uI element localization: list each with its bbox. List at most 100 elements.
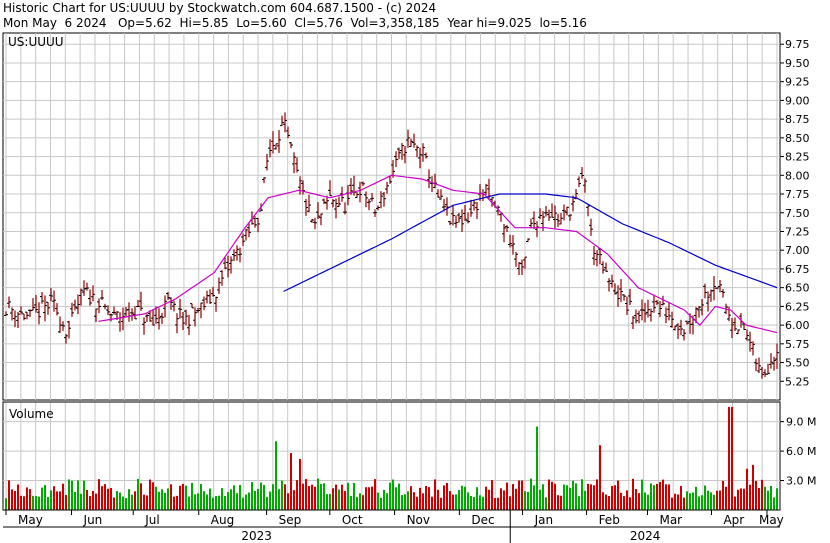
volume-bar bbox=[761, 479, 763, 510]
year-label: 2024 bbox=[630, 529, 661, 543]
volume-bar bbox=[701, 495, 703, 510]
volume-bar bbox=[281, 480, 283, 510]
volume-bar bbox=[743, 488, 745, 510]
volume-bar bbox=[65, 494, 67, 510]
volume-bar bbox=[149, 479, 151, 510]
volume-bar bbox=[587, 483, 589, 510]
volume-bar bbox=[545, 497, 547, 510]
volume-bar bbox=[293, 490, 295, 510]
volume-bar bbox=[260, 482, 262, 510]
volume-bar bbox=[425, 485, 427, 510]
volume-bar bbox=[20, 495, 22, 510]
volume-bar bbox=[365, 487, 367, 510]
volume-bar bbox=[95, 493, 97, 510]
volume-bar bbox=[491, 480, 493, 510]
volume-bar bbox=[533, 485, 535, 510]
volume-bar bbox=[239, 484, 241, 510]
volume-bar bbox=[38, 496, 40, 510]
volume-bar bbox=[647, 494, 649, 510]
volume-bar bbox=[482, 496, 484, 510]
volume-bar bbox=[608, 496, 610, 510]
volume-bar bbox=[581, 479, 583, 510]
volume-bar bbox=[152, 482, 154, 510]
volume-bar bbox=[413, 492, 415, 510]
volume-bar bbox=[56, 491, 58, 510]
volume-bar bbox=[89, 496, 91, 510]
volume-bar bbox=[713, 494, 715, 510]
volume-bar bbox=[338, 489, 340, 510]
volume-bar bbox=[179, 485, 181, 510]
volume-bar bbox=[686, 491, 688, 510]
volume-bar bbox=[272, 484, 274, 510]
volume-bar bbox=[41, 487, 43, 510]
price-tick-label: 9.00 bbox=[785, 94, 810, 107]
month-label: Aug bbox=[211, 513, 234, 527]
volume-bar bbox=[455, 494, 457, 510]
volume-bar bbox=[47, 496, 49, 510]
price-tick-label: 5.75 bbox=[785, 338, 810, 351]
volume-bar bbox=[527, 491, 529, 510]
volume-bar bbox=[722, 480, 724, 510]
month-label: Nov bbox=[407, 513, 430, 527]
volume-bar bbox=[242, 497, 244, 510]
price-panel: 9.75 9.50 9.25 9.00 8.75 8.50 8.25 8.00 7.75 7.50… bbox=[2, 32, 810, 401]
volume-bar bbox=[650, 483, 652, 510]
volume-bar bbox=[311, 484, 313, 510]
volume-bar bbox=[629, 497, 631, 510]
volume-bar bbox=[470, 495, 472, 510]
volume-bar bbox=[275, 441, 277, 510]
volume-bar bbox=[353, 483, 355, 510]
volume-bar bbox=[716, 490, 718, 510]
volume-bar bbox=[77, 480, 79, 510]
volume-bar bbox=[449, 491, 451, 510]
price-tick-label: 6.75 bbox=[785, 263, 810, 276]
volume-bar bbox=[206, 494, 208, 510]
volume-bar bbox=[446, 483, 448, 510]
volume-bar bbox=[476, 487, 478, 510]
month-label: Apr bbox=[723, 513, 744, 527]
moving-average-short-line bbox=[98, 174, 778, 334]
volume-bar bbox=[566, 485, 568, 510]
volume-bar bbox=[428, 487, 430, 510]
volume-bar bbox=[326, 494, 328, 510]
volume-title: Volume bbox=[9, 407, 54, 421]
volume-bar bbox=[308, 485, 310, 510]
volume-bar bbox=[479, 495, 481, 510]
volume-bar bbox=[23, 496, 25, 510]
volume-bar bbox=[44, 485, 46, 510]
volume-bar bbox=[170, 484, 172, 510]
volume-bar bbox=[26, 487, 28, 510]
price-tick-label: 6.50 bbox=[785, 282, 810, 295]
volume-bar bbox=[215, 495, 217, 510]
volume-bar bbox=[497, 497, 499, 510]
volume-bar bbox=[737, 489, 739, 510]
month-label: Jun bbox=[83, 513, 103, 527]
volume-bar bbox=[734, 496, 736, 510]
volume-bar bbox=[461, 485, 463, 510]
volume-bar bbox=[236, 493, 238, 510]
volume-bar bbox=[332, 488, 334, 510]
volume-bar bbox=[158, 491, 160, 510]
volume-bar bbox=[362, 495, 364, 510]
volume-bar bbox=[191, 482, 193, 510]
month-label: Dec bbox=[471, 513, 494, 527]
volume-bar bbox=[437, 489, 439, 510]
volume-bar bbox=[71, 480, 73, 510]
volume-bar bbox=[719, 490, 721, 510]
volume-bar bbox=[764, 486, 766, 510]
volume-bar bbox=[749, 484, 751, 510]
volume-bar bbox=[128, 489, 130, 510]
price-tick-label: 7.00 bbox=[785, 244, 810, 257]
volume-bar bbox=[122, 496, 124, 510]
volume-bar bbox=[659, 481, 661, 510]
volume-bar bbox=[758, 488, 760, 510]
volume-bar bbox=[110, 487, 112, 510]
volume-bar bbox=[131, 494, 133, 510]
volume-bar bbox=[380, 497, 382, 510]
volume-bar bbox=[509, 496, 511, 510]
volume-bar bbox=[755, 480, 757, 510]
time-axis: May Jun Jul Aug Sep Oct Nov Dec Jan Feb Mar Apr May 2… bbox=[3, 509, 784, 543]
volume-bar bbox=[269, 491, 271, 510]
volume-bar bbox=[731, 406, 733, 510]
